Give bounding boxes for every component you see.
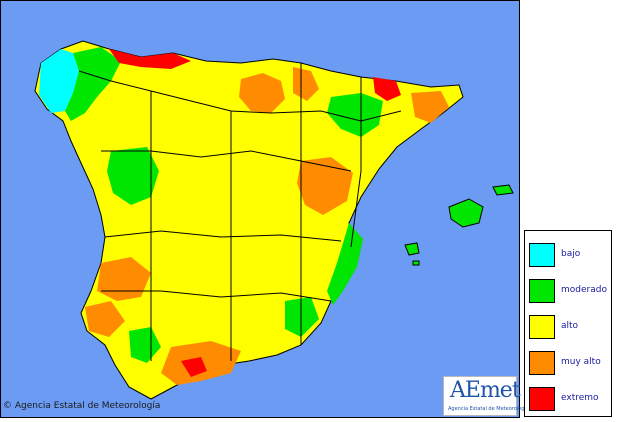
region-moderado-south [129, 327, 161, 363]
region-muyalto-algarve [85, 301, 125, 337]
island-menorca [492, 184, 514, 196]
legend-item: muy alto [529, 351, 611, 377]
legend-swatch [529, 315, 555, 339]
aemet-logo-word: AEmet [450, 378, 521, 403]
map-svg [34, 40, 514, 400]
region-extremo-south [181, 357, 207, 377]
island-formentera [412, 260, 420, 266]
region-moderado-eastcoast [327, 223, 363, 305]
region-muyalto-east [297, 157, 353, 215]
legend-item: bajo [529, 243, 611, 269]
legend-swatch [529, 279, 555, 303]
legend-label: extremo [561, 393, 599, 403]
region-extremo-north [109, 49, 191, 69]
legend-swatch [529, 351, 555, 375]
island-mallorca [448, 198, 484, 228]
legend-label: moderado [561, 285, 607, 295]
region-bajo-galicia [39, 49, 79, 113]
risk-map [0, 0, 520, 418]
risk-legend: bajo moderado alto muy alto extremo [524, 230, 612, 417]
legend-swatch [529, 387, 555, 411]
legend-label: alto [561, 321, 579, 331]
region-muyalto-catalonia [411, 91, 449, 123]
aemet-logo: AEmet Agencia Estatal de Meteorología [443, 376, 529, 416]
region-muyalto-southwest [97, 257, 151, 301]
legend-item: extremo [529, 387, 611, 413]
region-moderado-west [107, 147, 159, 205]
legend-swatch [529, 243, 555, 267]
legend-label: bajo [561, 249, 581, 259]
region-moderado-northeast [327, 93, 383, 137]
region-moderado-northwest [65, 47, 121, 121]
copyright-text: © Agencia Estatal de Meteorología [3, 401, 161, 411]
region-muyalto-north2 [293, 67, 319, 101]
legend-item: alto [529, 315, 611, 341]
legend-item: moderado [529, 279, 611, 305]
island-ibiza [404, 242, 420, 256]
region-extremo-pyrenees [373, 77, 401, 101]
region-muyalto-north1 [239, 73, 285, 113]
region-moderado-southeast [285, 297, 319, 337]
aemet-logo-subtitle: Agencia Estatal de Meteorología [448, 406, 529, 412]
province-borders [78, 63, 402, 361]
legend-label: muy alto [561, 357, 601, 367]
